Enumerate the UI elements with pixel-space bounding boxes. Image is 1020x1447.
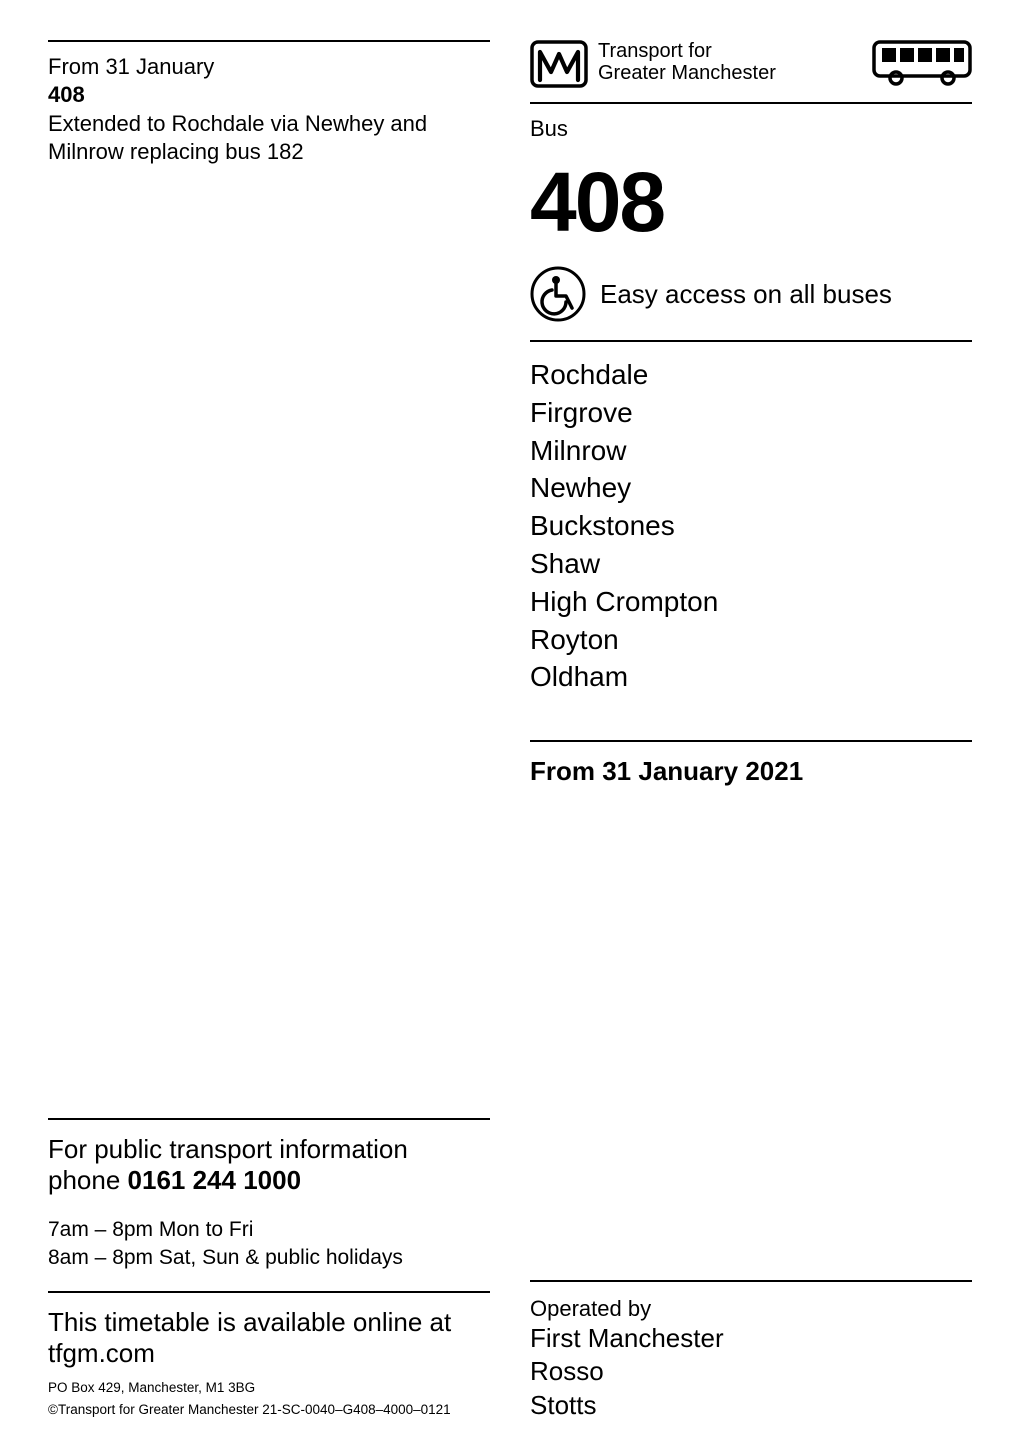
pti-heading-line1: For public transport information: [48, 1120, 490, 1165]
tfgm-logo: Transport for Greater Manchester: [530, 40, 776, 88]
spacer: [48, 165, 490, 1118]
fineprint-line2: ©Transport for Greater Manchester 21-SC-…: [48, 1401, 490, 1419]
operator-name: Rosso: [530, 1355, 972, 1389]
accessibility-text: Easy access on all buses: [600, 279, 892, 310]
mode-label: Bus: [530, 104, 972, 142]
stop: Royton: [530, 621, 972, 659]
route-number-small: 408: [48, 82, 490, 108]
operated-by-label: Operated by: [530, 1282, 972, 1322]
stop: Newhey: [530, 469, 972, 507]
operators-block: Operated by First Manchester Rosso Stott…: [530, 1280, 972, 1423]
stop: Buckstones: [530, 507, 972, 545]
stops-list: Rochdale Firgrove Milnrow Newhey Bucksto…: [530, 342, 972, 696]
stop: High Crompton: [530, 583, 972, 621]
online-line2: tfgm.com: [48, 1338, 490, 1369]
route-number-large: 408: [530, 160, 972, 244]
online-block: This timetable is available online at tf…: [48, 1293, 490, 1419]
operator-name: Stotts: [530, 1389, 972, 1423]
spacer: [530, 696, 972, 740]
stop: Oldham: [530, 658, 972, 696]
change-notice-block: From 31 January 408 Extended to Rochdale…: [48, 40, 490, 165]
stop: Milnrow: [530, 432, 972, 470]
brand-header-row: Transport for Greater Manchester: [530, 40, 972, 102]
effective-date: From 31 January 2021: [530, 742, 972, 787]
tfgm-text-line2: Greater Manchester: [598, 62, 776, 84]
tfgm-m-mark-icon: [530, 40, 588, 88]
pti-hours-line1: 7am – 8pm Mon to Fri: [48, 1216, 490, 1244]
online-line1: This timetable is available online at: [48, 1293, 490, 1338]
stop: Shaw: [530, 545, 972, 583]
tfgm-text-line1: Transport for: [598, 40, 776, 62]
left-bottom-block: For public transport information phone 0…: [48, 1118, 490, 1423]
pti-phone-prefix: phone: [48, 1165, 128, 1195]
operator-name: First Manchester: [530, 1322, 972, 1356]
stop: Firgrove: [530, 394, 972, 432]
pti-phone-number: 0161 244 1000: [128, 1165, 302, 1195]
right-column: Transport for Greater Manchester Bus: [530, 40, 972, 1423]
spacer: [530, 787, 972, 1279]
left-column: From 31 January 408 Extended to Rochdale…: [48, 40, 490, 1423]
pti-hours: 7am – 8pm Mon to Fri 8am – 8pm Sat, Sun …: [48, 1216, 490, 1273]
bus-icon: [872, 40, 972, 86]
wheelchair-icon: [530, 266, 586, 322]
stop: Rochdale: [530, 356, 972, 394]
change-description: Extended to Rochdale via Newhey and Miln…: [48, 110, 490, 165]
from-date: From 31 January: [48, 42, 490, 80]
pti-heading-line2: phone 0161 244 1000: [48, 1165, 490, 1196]
accessibility-row: Easy access on all buses: [530, 266, 972, 322]
tfgm-logo-text: Transport for Greater Manchester: [598, 40, 776, 84]
fineprint-line1: PO Box 429, Manchester, M1 3BG: [48, 1379, 490, 1397]
pti-hours-line2: 8am – 8pm Sat, Sun & public holidays: [48, 1244, 490, 1272]
